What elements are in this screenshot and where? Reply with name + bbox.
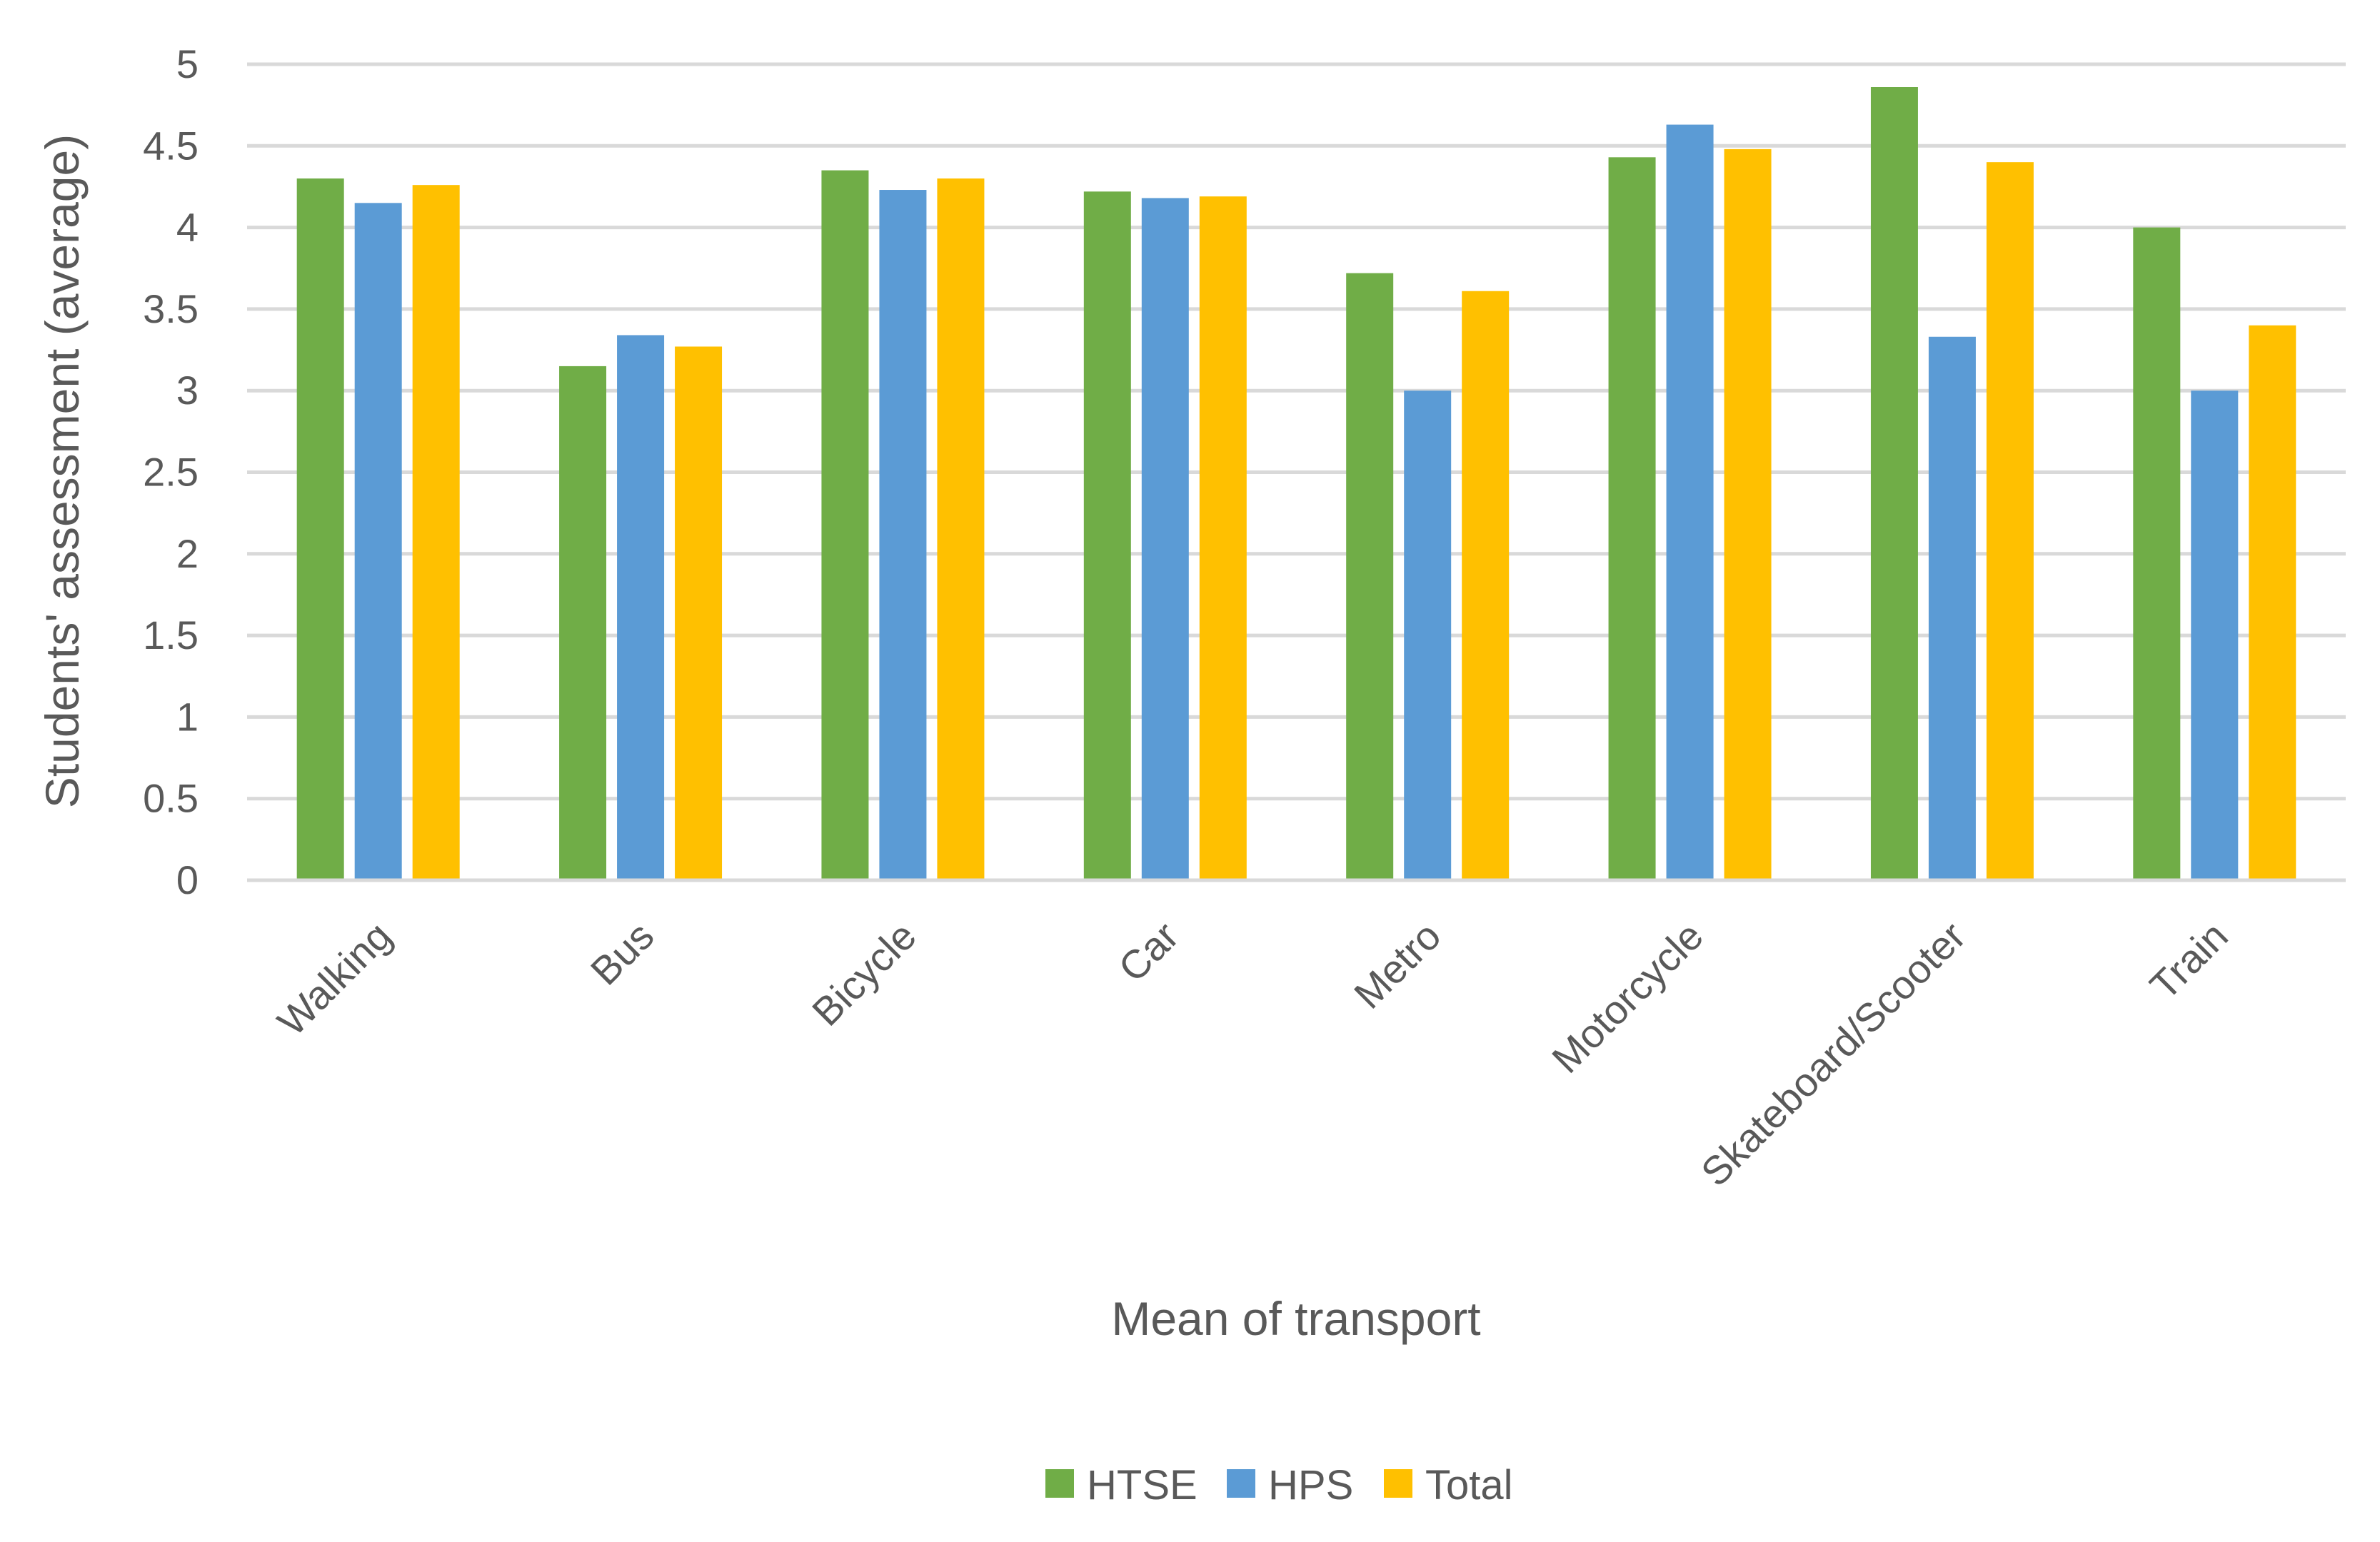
bar-hps-skateboard-scooter (1928, 336, 1976, 881)
bar-htse-bus (559, 366, 607, 880)
y-tick-label: 2.5 (143, 450, 199, 495)
x-category-label: Metro (1345, 913, 1450, 1017)
bar-total-bus (675, 346, 723, 880)
y-tick-label: 1.5 (143, 613, 199, 657)
bar-total-motorcycle (1724, 148, 1772, 881)
bar-hps-bicycle (879, 190, 927, 881)
bar-hps-train (2191, 390, 2239, 880)
y-tick-label: 5 (176, 41, 199, 86)
bar-htse-motorcycle (1608, 157, 1656, 880)
legend-label-htse: HTSE (1087, 1462, 1197, 1508)
bar-htse-skateboard-scooter (1870, 87, 1918, 880)
bar-htse-car (1083, 191, 1131, 881)
x-category-label: Bus (582, 913, 663, 994)
x-category-label: Train (2141, 913, 2236, 1008)
legend: HTSE HPS Total (1045, 1462, 1513, 1508)
legend-swatch-htse (1045, 1469, 1074, 1498)
bar-htse-metro (1346, 273, 1394, 880)
bar-total-car (1199, 196, 1247, 880)
y-tick-label: 0.5 (143, 776, 199, 821)
bar-htse-bicycle (821, 170, 869, 881)
bars (296, 87, 2296, 881)
bar-hps-motorcycle (1666, 124, 1714, 880)
x-category-label: Motorcycle (1543, 913, 1712, 1082)
legend-swatch-total (1384, 1469, 1412, 1498)
bar-hps-car (1141, 198, 1189, 880)
x-category-label: Skateboard/Scooter (1692, 913, 1974, 1195)
bar-total-walking (412, 185, 460, 880)
x-axis-categories: Walking Bus Bicycle Car Metro MotorcycleSkate… (268, 913, 2236, 1195)
y-tick-label: 3 (176, 368, 199, 413)
y-tick-label: 4.5 (143, 123, 199, 168)
y-tick-label: 4 (176, 205, 199, 250)
legend-swatch-hps (1227, 1469, 1255, 1498)
y-tick-label: 2 (176, 531, 199, 576)
bar-htse-walking (296, 178, 344, 880)
x-axis-title: Mean of transport (1111, 1292, 1480, 1345)
legend-label-hps: HPS (1268, 1462, 1353, 1508)
x-category-label: Bicycle (803, 913, 925, 1034)
x-category-label: Walking (268, 913, 400, 1044)
bar-hps-bus (617, 335, 665, 880)
bar-total-skateboard-scooter (1986, 162, 2034, 880)
x-category-label: Car (1110, 913, 1187, 990)
legend-label-total: Total (1425, 1462, 1513, 1508)
bar-total-bicycle (937, 178, 985, 880)
bar-total-train (2249, 325, 2296, 880)
y-tick-label: 3.5 (143, 286, 199, 331)
bar-hps-metro (1404, 390, 1452, 880)
y-tick-label: 0 (176, 857, 199, 902)
bar-hps-walking (354, 203, 402, 880)
bar-total-metro (1462, 291, 1510, 880)
y-tick-label: 1 (176, 694, 199, 739)
bar-htse-train (2133, 227, 2181, 881)
y-axis-ticks: 0 0.5 1 1.5 2 2.5 3 3.5 4 4.5 5 (143, 41, 199, 902)
y-axis-title: Students' assessment (average) (36, 134, 89, 808)
